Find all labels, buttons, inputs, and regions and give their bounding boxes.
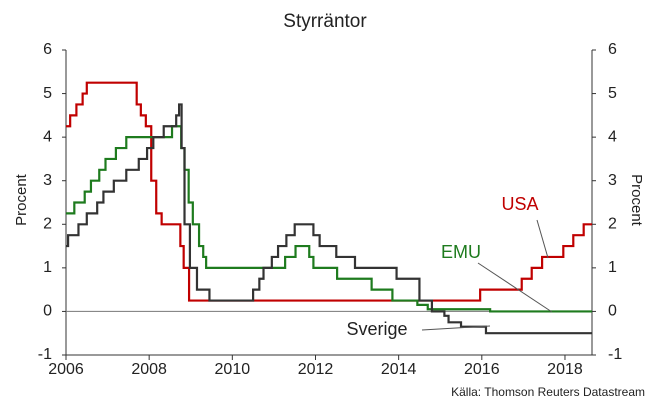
chart-title: Styrräntor bbox=[283, 11, 367, 32]
y-tick-label: 2 bbox=[43, 216, 52, 233]
y-tick-label: 1 bbox=[43, 259, 52, 276]
y2-tick-label: 4 bbox=[608, 128, 617, 145]
y-tick-label: 3 bbox=[43, 172, 52, 189]
y-axis-label: Procent bbox=[13, 173, 30, 226]
series-line bbox=[66, 103, 592, 335]
y2-tick-label: 2 bbox=[608, 216, 617, 233]
y2-tick-label: 6 bbox=[608, 41, 617, 58]
series-label: USA bbox=[501, 194, 538, 214]
x-tick-label: 2018 bbox=[547, 361, 583, 378]
x-tick-label: 2014 bbox=[381, 361, 417, 378]
y2-tick-label: 3 bbox=[608, 172, 617, 189]
annotation-leader bbox=[536, 219, 549, 259]
y-tick-label: 5 bbox=[43, 85, 52, 102]
x-tick-label: 2006 bbox=[48, 361, 84, 378]
y2-axis-label: Procent bbox=[628, 174, 645, 227]
x-tick-label: 2010 bbox=[215, 361, 251, 378]
y2-tick-label: -1 bbox=[608, 346, 622, 363]
series-label: EMU bbox=[441, 242, 481, 262]
y2-tick-label: 5 bbox=[608, 85, 617, 102]
annotation-leader bbox=[477, 262, 553, 313]
y-tick-label: 4 bbox=[43, 128, 52, 145]
y2-tick-label: 1 bbox=[608, 259, 617, 276]
x-tick-label: 2016 bbox=[464, 361, 500, 378]
series-label: Sverige bbox=[346, 319, 407, 339]
series-line bbox=[66, 81, 592, 302]
source-note: Källa: Thomson Reuters Datastream bbox=[451, 385, 645, 399]
annotation-leader bbox=[421, 325, 491, 331]
series-line bbox=[66, 125, 592, 313]
y-tick-label: 6 bbox=[43, 41, 52, 58]
y-tick-label: -1 bbox=[38, 346, 52, 363]
x-tick-label: 2012 bbox=[298, 361, 334, 378]
x-tick-label: 2008 bbox=[131, 361, 167, 378]
y-tick-label: 0 bbox=[43, 303, 52, 320]
y2-tick-label: 0 bbox=[608, 303, 617, 320]
